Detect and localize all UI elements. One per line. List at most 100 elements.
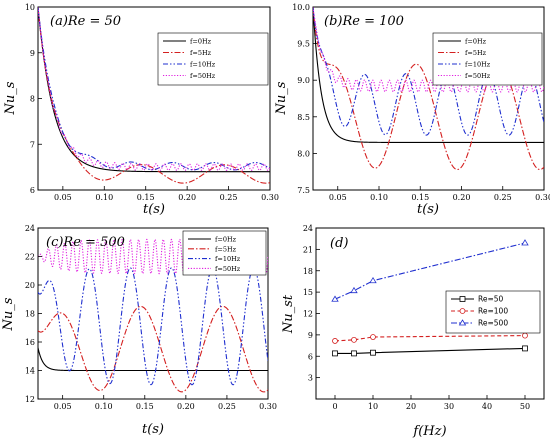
legend-label: f=0Hz — [190, 38, 212, 46]
x-tick-label: 0.20 — [453, 193, 471, 202]
x-tick-label: 10 — [368, 402, 378, 411]
x-axis-label: t(s) — [142, 422, 164, 437]
y-tick-label: 10.0 — [292, 3, 310, 12]
legend-label: f=5Hz — [190, 49, 212, 57]
data-point — [350, 286, 358, 294]
y-tick-label: 8.5 — [297, 113, 310, 122]
legend-label: f=50Hz — [190, 72, 216, 80]
y-tick-label: 9 — [308, 331, 313, 340]
y-tick-label: 21 — [303, 245, 313, 254]
plot-frame — [312, 6, 545, 191]
y-tick-label: 9.0 — [297, 76, 310, 85]
x-axis-label: f(Hz) — [412, 424, 446, 439]
data-point — [369, 276, 377, 284]
legend-label: f=10Hz — [215, 255, 241, 263]
legend-label: f=50Hz — [215, 265, 241, 273]
x-tick-label: 0.20 — [178, 193, 196, 202]
legend-label: f=0Hz — [465, 38, 487, 46]
legend-label: f=5Hz — [465, 49, 487, 57]
x-axis-label: t(s) — [417, 202, 439, 217]
series-line-4 — [38, 7, 270, 171]
series-line-3 — [334, 242, 526, 300]
y-tick-label: 22 — [25, 253, 35, 262]
x-tick-label: 0.05 — [54, 402, 72, 411]
x-axis-label: t(s) — [143, 202, 165, 217]
y-tick-label: 8 — [30, 95, 35, 104]
data-point — [351, 336, 357, 343]
x-tick-label: 0.25 — [218, 402, 236, 411]
legend-marker — [459, 308, 466, 314]
y-tick-label: 7 — [30, 140, 35, 149]
y-tick-label: 8.0 — [297, 149, 310, 158]
x-tick-label: 50 — [520, 402, 530, 411]
series-line-3 — [313, 7, 544, 136]
x-tick-label: 30 — [444, 402, 454, 411]
y-tick-label: 10 — [25, 3, 35, 12]
x-tick-label: 0 — [332, 402, 337, 411]
data-point — [521, 239, 529, 246]
legend-box — [157, 32, 269, 86]
y-tick-label: 9 — [30, 49, 35, 58]
x-tick-label: 0.25 — [494, 193, 512, 202]
y-tick-label: 3 — [308, 374, 313, 383]
legend-marker — [458, 319, 467, 326]
y-axis-label: Nu_s — [3, 81, 18, 115]
series-line-2 — [38, 305, 268, 393]
legend-box — [432, 32, 543, 86]
series-line-2 — [38, 7, 270, 184]
x-tick-label: 0.05 — [329, 193, 347, 202]
y-tick-label: 9.5 — [297, 40, 310, 49]
x-tick-label: 0.15 — [411, 193, 429, 202]
legend-box — [182, 230, 267, 276]
y-tick-label: 24 — [25, 224, 35, 233]
y-tick-label: 18 — [25, 310, 35, 319]
data-point — [351, 350, 357, 357]
panel-d: 0 10 20 30 40 50 3 6 9 12 15 18 21 24 (d) Re=50 Re=100… — [281, 224, 545, 439]
legend-label: f=10Hz — [190, 61, 216, 69]
y-tick-label: 20 — [25, 281, 35, 290]
y-tick-label: 16 — [25, 338, 35, 347]
x-tick-label: 0.10 — [95, 193, 113, 202]
legend-label: f=5Hz — [215, 245, 237, 253]
legend-label: Re=500 — [478, 319, 508, 328]
y-tick-label: 6 — [308, 352, 313, 361]
y-axis-label: Nu_s — [274, 81, 289, 115]
panel-c: 0.05 0.10 0.15 0.20 0.25 0.30 12 14 16 18 20 22 24 (… — [1, 224, 277, 437]
panel-a: 0.05 0.10 0.15 0.20 0.25 0.30 6 7 8 9 10 (a)Re = 5… — [3, 3, 279, 217]
legend-label: f=50Hz — [465, 72, 491, 80]
data-point — [332, 338, 338, 344]
legend-label: f=0Hz — [215, 236, 237, 244]
x-tick-label: 20 — [406, 402, 416, 411]
y-tick-label: 15 — [303, 288, 313, 297]
panel-title: (a)Re = 50 — [50, 14, 121, 29]
series-line-1 — [335, 347, 526, 354]
panel-title: (d) — [330, 236, 348, 251]
x-tick-label: 0.10 — [370, 193, 388, 202]
panel-title: (c)Re = 500 — [46, 235, 125, 250]
data-point — [370, 349, 376, 356]
x-tick-label: 0.25 — [220, 193, 238, 202]
x-tick-label: 0.10 — [95, 402, 113, 411]
x-tick-label: 0.05 — [54, 193, 72, 202]
panel-b: 0.05 0.10 0.15 0.20 0.25 0.30 7.5 8.0 8.5 9.0 9.5 1… — [274, 3, 550, 217]
y-tick-label: 24 — [303, 224, 313, 233]
y-axis-label: Nu_st — [281, 294, 296, 334]
data-point — [332, 350, 338, 357]
x-tick-label: 0.15 — [136, 402, 154, 411]
series-line-1 — [38, 347, 268, 372]
y-tick-label: 12 — [303, 310, 313, 319]
data-point — [522, 332, 528, 339]
legend-marker — [459, 296, 466, 302]
series-line-1 — [38, 7, 270, 173]
y-axis-label: Nu_s — [1, 297, 16, 331]
series-line-2 — [334, 335, 526, 342]
x-tick-label: 0.20 — [177, 402, 195, 411]
x-tick-label: 0.30 — [535, 193, 550, 202]
y-tick-label: 18 — [303, 267, 313, 276]
panel-title: (b)Re = 100 — [324, 14, 404, 29]
data-point — [370, 334, 376, 340]
legend-label: f=10Hz — [465, 61, 491, 69]
x-tick-label: 0.15 — [137, 193, 155, 202]
x-tick-label: 0.30 — [261, 193, 279, 202]
